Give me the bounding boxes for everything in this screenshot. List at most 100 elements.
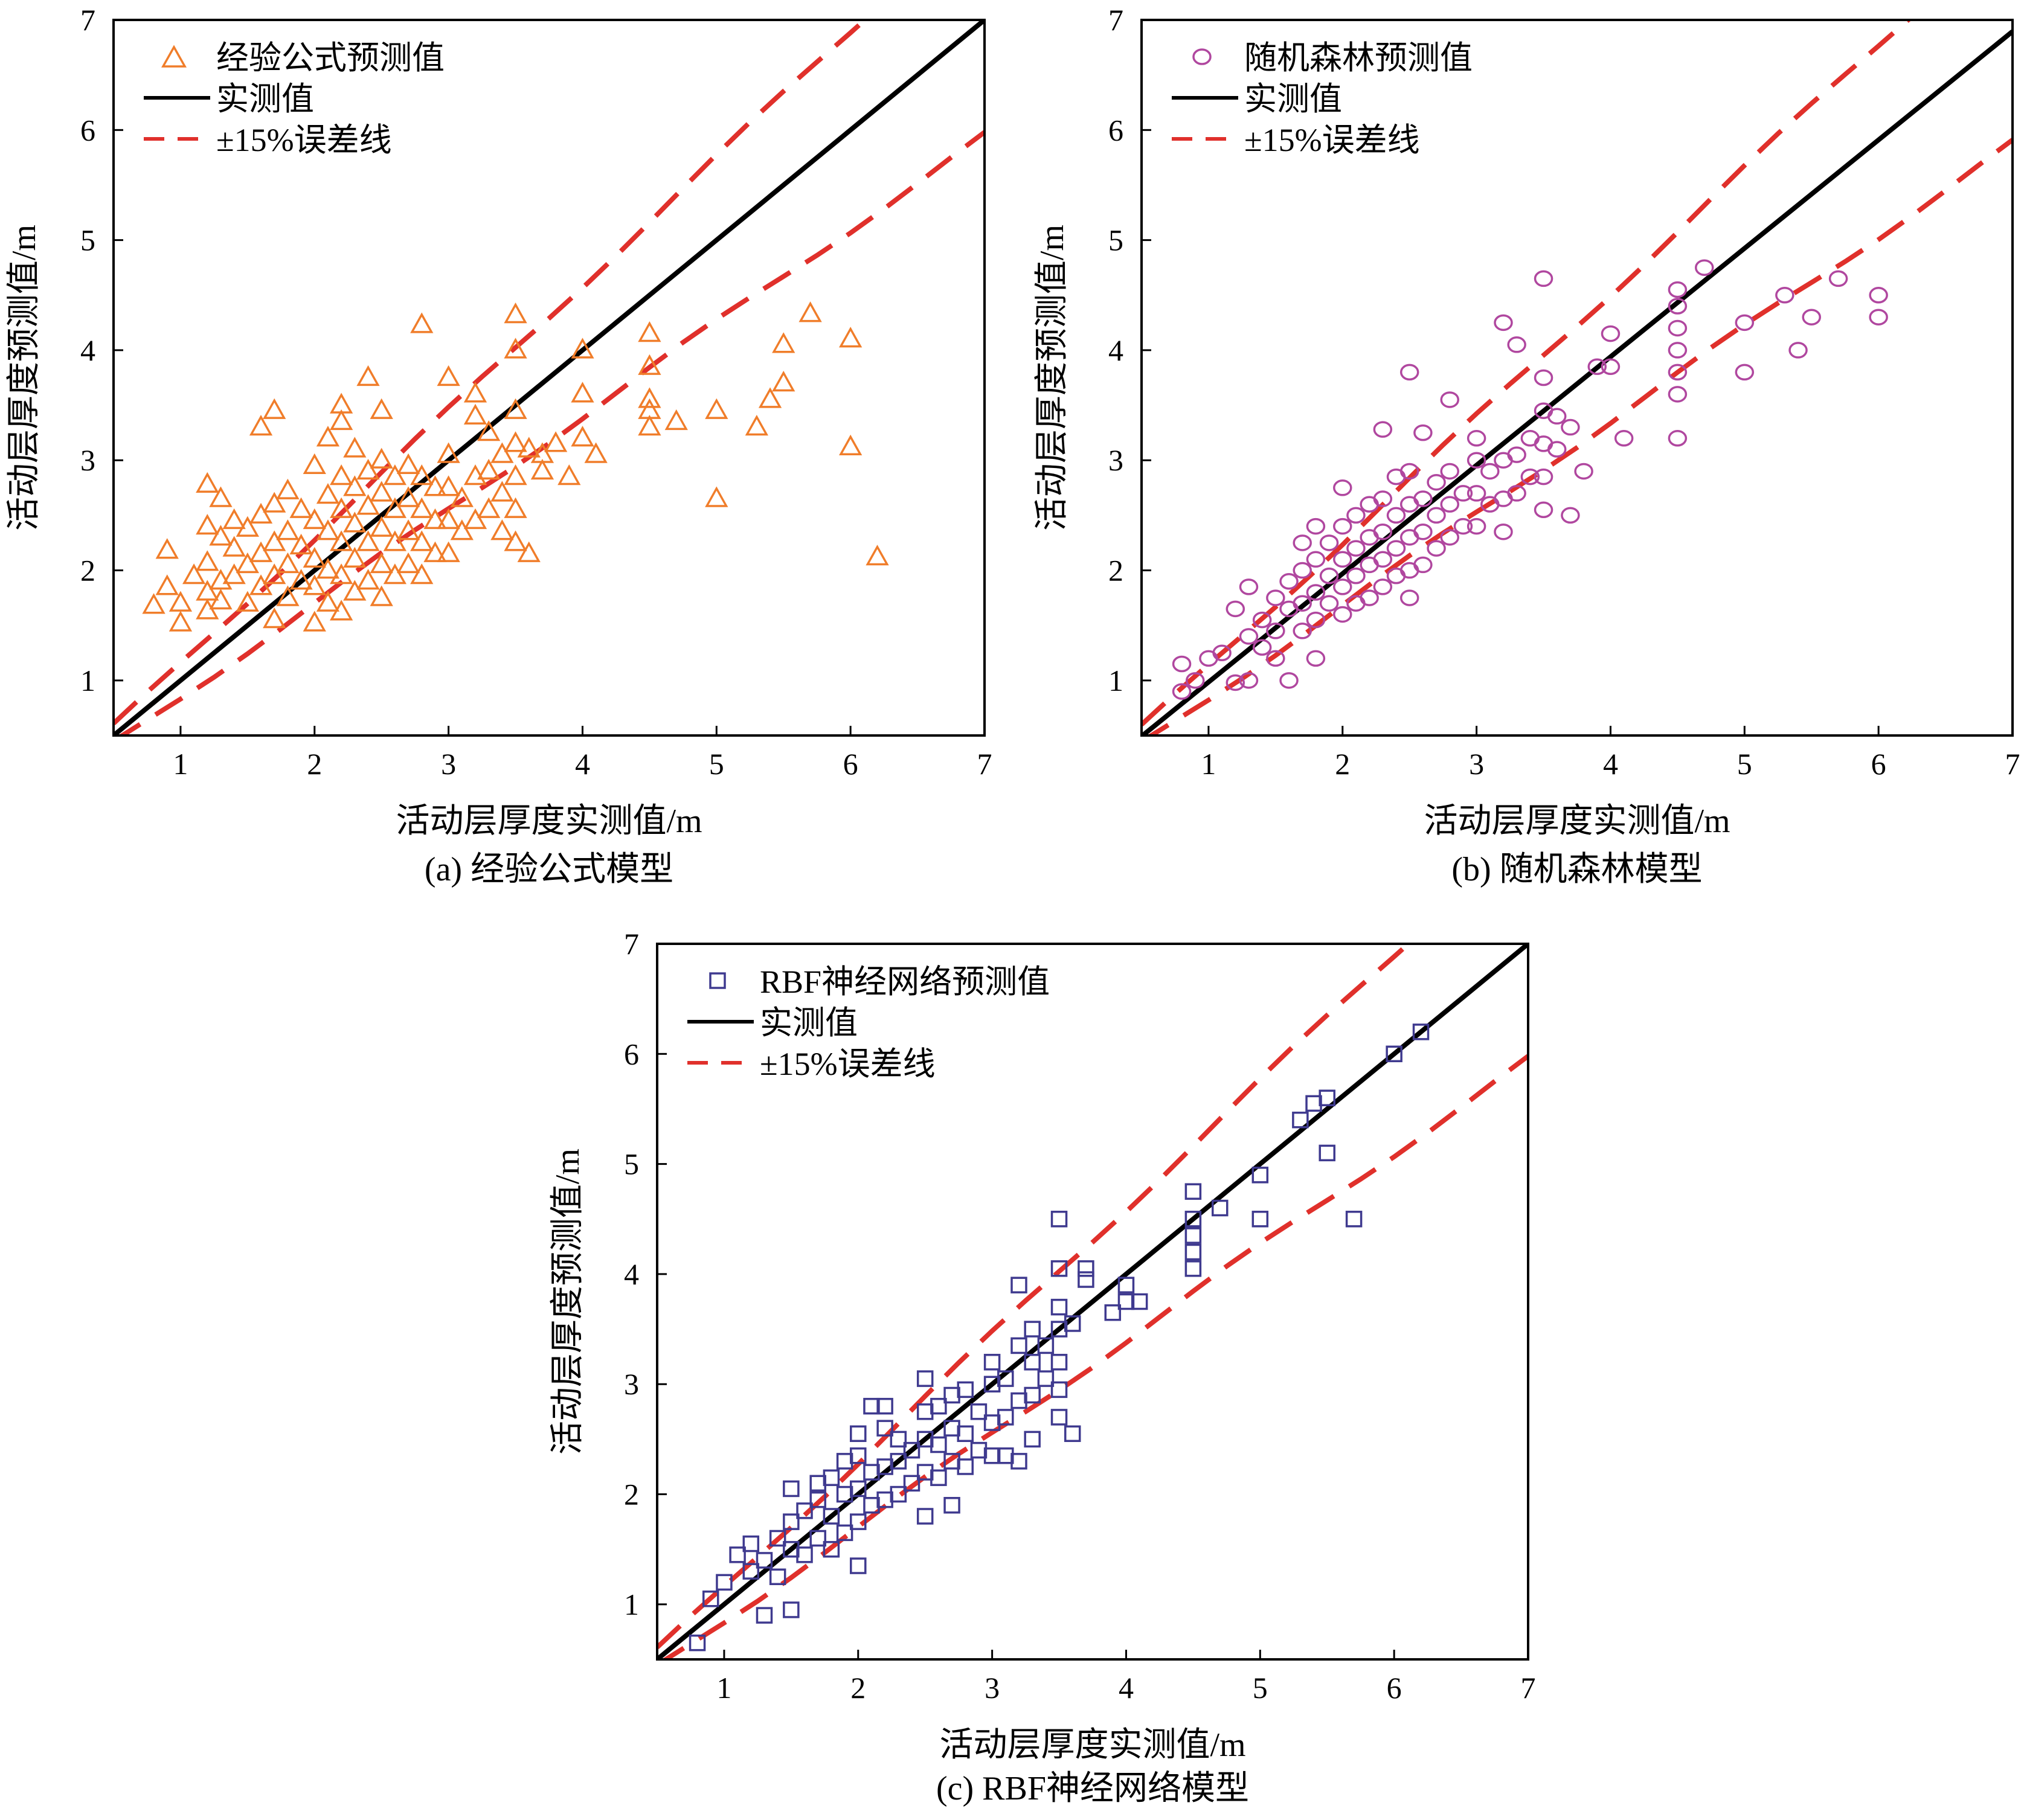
data-point bbox=[1117, 1293, 1135, 1310]
data-point bbox=[890, 1485, 907, 1503]
legend-measured-label: 实测值 bbox=[216, 81, 314, 117]
data-point bbox=[850, 1557, 867, 1574]
data-point bbox=[463, 508, 487, 530]
data-point bbox=[504, 338, 527, 359]
data-point bbox=[1735, 314, 1755, 332]
data-point bbox=[370, 585, 393, 606]
data-point bbox=[1668, 364, 1688, 381]
data-point bbox=[1735, 364, 1755, 381]
data-point bbox=[370, 398, 393, 419]
data-point bbox=[638, 398, 661, 419]
data-point bbox=[303, 453, 326, 474]
data-point bbox=[303, 546, 326, 568]
x-tick-label: 2 bbox=[307, 747, 322, 781]
legend-error-label: ±15%误差线 bbox=[216, 122, 392, 158]
data-point bbox=[1293, 534, 1312, 551]
legend-marker bbox=[1192, 48, 1212, 65]
data-point bbox=[263, 530, 286, 551]
data-point bbox=[638, 414, 661, 436]
plot-frame bbox=[1140, 19, 2014, 737]
y-tick-label: 4 bbox=[80, 333, 95, 367]
data-point bbox=[1413, 424, 1433, 441]
data-point bbox=[705, 486, 728, 507]
data-point bbox=[504, 398, 527, 419]
x-tick-label: 4 bbox=[1603, 747, 1618, 781]
data-point bbox=[839, 434, 863, 456]
legend-marker bbox=[709, 972, 726, 989]
data-point bbox=[396, 453, 420, 474]
data-point bbox=[997, 1409, 1014, 1426]
data-point bbox=[1534, 369, 1553, 386]
data-point bbox=[1668, 281, 1688, 298]
data-point bbox=[1024, 1386, 1041, 1404]
data-point bbox=[1251, 1211, 1269, 1228]
data-point bbox=[504, 431, 527, 452]
data-point bbox=[783, 1480, 800, 1498]
data-point bbox=[756, 1552, 773, 1569]
data-point bbox=[423, 508, 447, 530]
data-point bbox=[370, 516, 393, 537]
data-point bbox=[1561, 507, 1580, 524]
data-point bbox=[1333, 517, 1352, 535]
data-point bbox=[638, 354, 661, 375]
data-point bbox=[1346, 540, 1366, 557]
data-point bbox=[477, 497, 501, 518]
plot-area bbox=[1142, 20, 2013, 735]
data-point bbox=[1252, 639, 1272, 656]
data-point bbox=[1319, 595, 1339, 612]
data-point bbox=[1534, 501, 1553, 519]
chart-panel-b: 1 2 3 4 5 6 7 1 2 3 4 5 6 7 活动层厚度实测值/m 活动层厚度预测值/m (b) 随机… bbox=[1033, 3, 2020, 888]
data-point bbox=[823, 1540, 840, 1558]
data-point bbox=[756, 1607, 773, 1624]
data-point bbox=[356, 494, 380, 515]
data-point bbox=[1440, 496, 1459, 513]
data-point bbox=[839, 327, 863, 348]
plot-frame bbox=[112, 19, 986, 737]
data-point bbox=[383, 563, 407, 585]
data-point bbox=[1239, 672, 1259, 689]
data-point bbox=[1010, 1277, 1027, 1293]
data-point bbox=[1333, 606, 1352, 623]
data-point bbox=[1561, 418, 1580, 436]
data-point bbox=[263, 398, 286, 419]
data-point bbox=[876, 1458, 893, 1475]
data-point bbox=[916, 1403, 934, 1420]
y-tick-label: 7 bbox=[80, 3, 95, 37]
data-point bbox=[1399, 364, 1419, 381]
data-point bbox=[450, 519, 474, 540]
y-tick-label: 2 bbox=[1108, 554, 1123, 588]
data-point bbox=[783, 1601, 800, 1618]
data-point bbox=[876, 1397, 893, 1415]
data-point bbox=[370, 481, 393, 502]
data-point bbox=[796, 1502, 813, 1519]
legend-measured-label: 实测值 bbox=[1244, 81, 1342, 117]
data-point bbox=[930, 1436, 947, 1453]
y-tick-label: 7 bbox=[624, 927, 639, 961]
legend-scatter-label: 随机森林预测值 bbox=[1244, 40, 1473, 76]
data-point bbox=[863, 1497, 880, 1514]
data-point bbox=[571, 426, 594, 447]
data-point bbox=[1413, 523, 1433, 540]
data-point bbox=[316, 482, 340, 504]
data-point bbox=[316, 591, 340, 612]
data-point bbox=[823, 1508, 840, 1525]
data-point bbox=[1507, 446, 1526, 463]
data-point bbox=[916, 1464, 934, 1481]
data-point bbox=[1869, 287, 1888, 304]
data-point bbox=[504, 530, 527, 551]
data-point bbox=[1050, 1260, 1068, 1277]
panel-caption: (c) RBF神经网络模型 bbox=[936, 1770, 1249, 1807]
data-point bbox=[1279, 672, 1299, 689]
data-point bbox=[1333, 578, 1352, 595]
data-point bbox=[196, 580, 219, 601]
data-point bbox=[1050, 1409, 1068, 1426]
x-tick-label: 3 bbox=[1469, 747, 1484, 781]
data-point bbox=[1399, 589, 1419, 606]
data-point bbox=[930, 1397, 947, 1415]
data-point bbox=[1184, 1227, 1202, 1244]
data-point bbox=[1467, 485, 1486, 502]
data-point bbox=[943, 1386, 960, 1404]
data-point bbox=[330, 409, 353, 431]
measured-line bbox=[1142, 30, 2013, 735]
data-point bbox=[1494, 523, 1513, 540]
